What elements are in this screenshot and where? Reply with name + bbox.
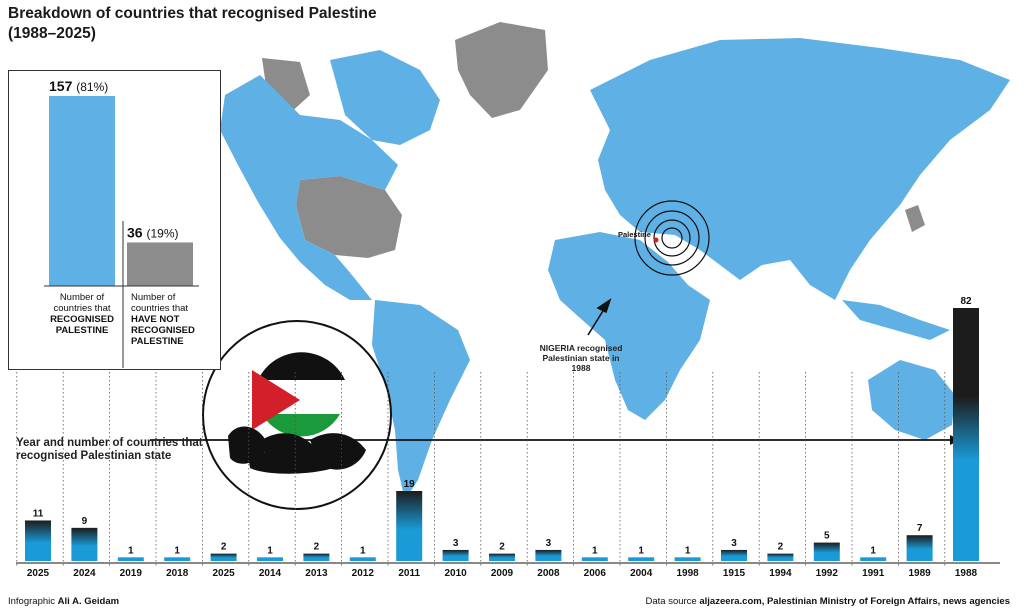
year-tick-label: 2006: [584, 568, 607, 579]
bar-value-label: 1: [638, 545, 644, 556]
year-tick-label: 2009: [491, 568, 514, 579]
bar-value-label: 9: [82, 516, 88, 527]
inset-category-label: Number of: [131, 292, 176, 303]
inset-category-label: PALESTINE: [131, 336, 184, 347]
bar-2006-12: [581, 557, 608, 561]
bar-2018-3: [164, 557, 191, 561]
bar-value-label: 1: [267, 545, 273, 556]
bar-1989-19: [906, 535, 933, 561]
bar-2019-2: [117, 557, 144, 561]
data-source: Data source aljazeera.com, Palestinian M…: [646, 596, 1011, 607]
bar-2024-1: [71, 527, 98, 561]
bar-1998-14: [674, 557, 701, 561]
year-tick-label: 1994: [769, 568, 792, 579]
year-tick-label: 1991: [862, 568, 885, 579]
year-tick-label: 2019: [120, 568, 143, 579]
year-tick-label: 2011: [398, 568, 420, 579]
bar-value-label: 1: [870, 545, 876, 556]
inset-category-label: PALESTINE: [56, 325, 109, 336]
inset-category-label: HAVE NOT: [131, 314, 180, 325]
bar-1991-18: [860, 557, 887, 561]
year-tick-label: 1988: [955, 568, 978, 579]
bar-2013-6: [303, 553, 330, 561]
inset-value-number: 157: [49, 78, 76, 94]
bar-value-label: 11: [33, 508, 44, 519]
bar-value-label: 2: [778, 542, 784, 553]
year-tick-label: 1989: [908, 568, 931, 579]
inset-value-label: 157 (81%): [49, 78, 108, 94]
bar-value-label: 5: [824, 531, 830, 542]
year-tick-label: 2004: [630, 568, 653, 579]
bar-value-label: 2: [221, 542, 227, 553]
bar-2009-10: [489, 553, 515, 561]
bar-2008-11: [535, 549, 562, 561]
credit-name: Ali A. Geidam: [57, 596, 120, 607]
year-tick-label: 2018: [166, 568, 189, 579]
year-tick-label: 2010: [444, 568, 467, 579]
year-tick-label: 2013: [305, 568, 328, 579]
year-tick-label: 1992: [816, 568, 839, 579]
bar-value-label: 3: [546, 538, 552, 549]
nigeria-annotation: NIGERIA recognised Palestinian state in …: [539, 343, 623, 373]
bar-1992-17: [813, 542, 840, 561]
inset-bar-recognised: [49, 96, 115, 286]
bar-value-label: 19: [404, 479, 416, 490]
palestine-emblem: [202, 320, 392, 510]
source-prefix: Data source: [645, 596, 700, 607]
inset-value-number: 36: [127, 224, 146, 240]
inset-category-label: Number of: [60, 292, 105, 303]
palestine-target: [634, 200, 710, 276]
inset-panel: 157 (81%) Number of countries that RECOGNIS…: [8, 70, 221, 370]
bar-2011-8: [396, 491, 423, 561]
year-tick-label: 2012: [352, 568, 375, 579]
year-tick-label: 2025: [27, 568, 50, 579]
source-text: aljazeera.com, Palestinian Ministry of F…: [699, 596, 1010, 607]
bar-value-label: 7: [917, 523, 923, 534]
inset-bar-not-recognised: [127, 242, 193, 286]
year-tick-label: 2008: [537, 568, 560, 579]
bar-value-label: 1: [128, 545, 134, 556]
chart-title: Breakdown of countries that recognised P…: [8, 5, 377, 42]
inset-value-percent: (19%): [146, 226, 178, 240]
bar-value-label: 82: [960, 296, 972, 307]
nigeria-arrow: [587, 298, 612, 336]
year-tick-label: 1998: [676, 568, 699, 579]
bar-2014-5: [257, 557, 283, 561]
bar-1994-16: [767, 553, 794, 561]
bar-2012-7: [349, 557, 376, 561]
year-tick-label: 1915: [723, 568, 746, 579]
inset-category-label: countries that: [53, 303, 110, 314]
bar-value-label: 1: [360, 545, 366, 556]
bar-value-label: 2: [499, 542, 505, 553]
inset-category-label: RECOGNISED: [131, 325, 195, 336]
bar-value-label: 1: [174, 545, 180, 556]
bar-2004-13: [628, 557, 655, 561]
palestine-label: Palestine: [618, 230, 651, 239]
bar-value-label: 2: [314, 542, 320, 553]
year-tick-label: 2025: [212, 568, 235, 579]
bar-value-label: 1: [592, 545, 598, 556]
map-recognised: [220, 38, 1010, 500]
credit-prefix: Infographic: [8, 596, 58, 607]
bar-value-label: 1: [685, 545, 691, 556]
year-tick-label: 2024: [73, 568, 96, 579]
bar-2010-9: [442, 549, 469, 561]
year-tick-label: 2014: [259, 568, 282, 579]
inset-value-label: 36 (19%): [127, 224, 178, 240]
infographic-credit: Infographic Ali A. Geidam: [8, 596, 119, 607]
inset-value-percent: (81%): [76, 80, 108, 94]
bar-2025-0: [25, 520, 51, 561]
bar-value-label: 3: [453, 538, 459, 549]
inset-category-label: countries that: [131, 303, 188, 314]
bar-value-label: 3: [731, 538, 737, 549]
bar-1915-15: [721, 549, 747, 561]
bar-2025-4: [210, 553, 237, 561]
bar-1988-20: [953, 308, 979, 561]
inset-category-label: RECOGNISED: [50, 314, 114, 325]
